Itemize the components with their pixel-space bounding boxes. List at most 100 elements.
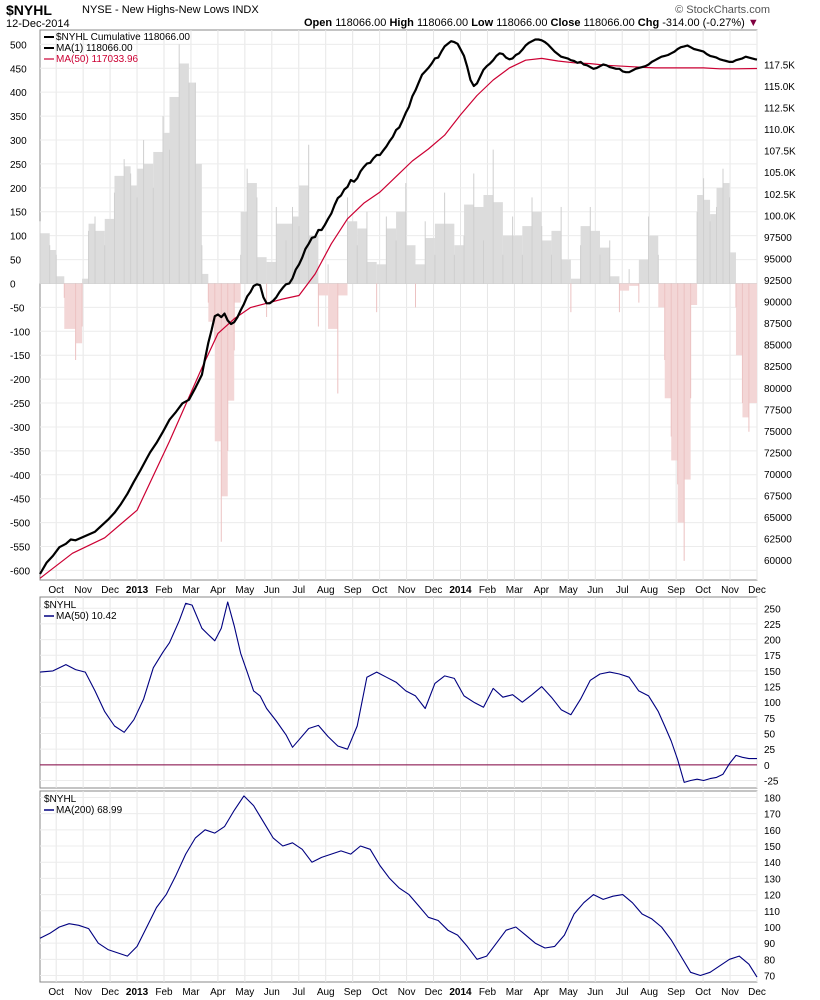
close-label: Close — [550, 17, 581, 29]
ma50-tick-label: 200 — [764, 636, 781, 647]
left-tick-label: -250 — [10, 399, 30, 410]
histogram-bar — [697, 195, 704, 284]
histogram-bar — [512, 235, 523, 284]
histogram-bar — [143, 163, 154, 284]
left-tick-label: 200 — [10, 184, 27, 195]
right-tick-label: 100.0K — [764, 211, 796, 222]
high-value: 118066.00 — [416, 17, 469, 29]
ma200-tick-label: 110 — [764, 907, 780, 918]
histogram-bar — [153, 151, 164, 284]
right-tick-label: 102.5K — [764, 190, 796, 201]
x-tick-label-bottom: May — [235, 987, 254, 998]
x-tick-label-main: Nov — [74, 585, 92, 596]
chg-value: -314.00 (-0.27%) — [662, 17, 745, 29]
ma50-tick-label: 100 — [764, 698, 781, 709]
right-tick-label: 95000 — [764, 254, 792, 265]
left-tick-label: 500 — [10, 40, 27, 51]
histogram-bar — [454, 245, 465, 284]
histogram-bar — [735, 283, 743, 356]
left-tick-label: -350 — [10, 447, 30, 458]
histogram-bar — [376, 264, 387, 284]
ma50-tick-label: 25 — [764, 745, 776, 756]
x-tick-label-main: Jul — [616, 585, 629, 596]
ma200-tick-label: 70 — [764, 972, 776, 983]
x-tick-label-main: Sep — [667, 585, 685, 596]
right-tick-label: 110.0K — [764, 125, 795, 136]
right-tick-label: 75000 — [764, 427, 792, 438]
histogram-bar — [684, 283, 691, 480]
ma200-tick-label: 100 — [764, 923, 781, 934]
histogram-bar — [95, 230, 105, 284]
histogram-bar — [716, 187, 724, 284]
histogram-bar — [580, 226, 591, 284]
high-label: High — [389, 17, 414, 29]
x-tick-label-main: Dec — [748, 585, 766, 596]
histogram-bar — [328, 283, 338, 329]
legend-entry: MA(50) 10.42 — [56, 611, 117, 622]
histogram-bar — [703, 199, 711, 284]
right-tick-label: 107.5K — [764, 147, 796, 158]
histogram-bar — [247, 183, 257, 284]
histogram-bar — [532, 211, 542, 284]
histogram-bar — [405, 245, 416, 284]
right-tick-label: 87500 — [764, 319, 792, 330]
ma200-tick-label: 170 — [764, 810, 781, 821]
x-tick-label-main: Sep — [344, 585, 362, 596]
histogram-bar — [137, 168, 144, 284]
histogram-bar — [298, 185, 309, 284]
ma200-tick-label: 180 — [764, 793, 781, 804]
chart-date: 12-Dec-2014 — [6, 18, 70, 30]
right-tick-label: 67500 — [764, 492, 792, 503]
x-tick-label-bottom: Feb — [479, 987, 497, 998]
x-tick-label-main: Oct — [695, 585, 711, 596]
x-tick-label-main: Jul — [292, 585, 305, 596]
histogram-bar — [357, 228, 367, 284]
x-tick-label-bottom: Sep — [667, 987, 685, 998]
x-tick-label-bottom: Jun — [264, 987, 280, 998]
ma200-tick-label: 120 — [764, 891, 781, 902]
x-tick-label-bottom: Sep — [344, 987, 362, 998]
ma200-tick-label: 90 — [764, 939, 776, 950]
histogram-bar — [75, 283, 83, 344]
left-tick-label: -400 — [10, 471, 30, 482]
left-tick-label: 350 — [10, 112, 27, 123]
x-tick-label-bottom: Jul — [616, 987, 629, 998]
histogram-bar — [169, 96, 180, 284]
x-tick-label-main: Mar — [506, 585, 524, 596]
histogram-bar — [221, 283, 228, 497]
x-tick-label-bottom: 2013 — [126, 987, 149, 998]
histogram-bar — [742, 283, 749, 418]
histogram-bar — [551, 230, 562, 284]
histogram-bar — [82, 278, 89, 284]
x-tick-label-bottom: Aug — [317, 987, 335, 998]
left-tick-label: -150 — [10, 351, 30, 362]
histogram-bar — [473, 206, 484, 284]
ma50-cumulative-line — [39, 57, 758, 579]
histogram-bar — [104, 218, 115, 284]
ma200-tick-label: 80 — [764, 955, 776, 966]
left-tick-label: -600 — [10, 566, 30, 577]
x-tick-label-bottom: Mar — [506, 987, 524, 998]
histogram-bar — [163, 132, 170, 284]
histogram-bar — [234, 283, 241, 303]
right-tick-label: 85000 — [764, 341, 792, 352]
left-tick-label: -100 — [10, 327, 30, 338]
left-tick-label: -50 — [10, 303, 25, 314]
left-tick-label: -300 — [10, 423, 30, 434]
histogram-bar — [748, 283, 757, 404]
stockcharts-watermark: © StockCharts.com — [675, 4, 770, 16]
histogram-bar — [366, 261, 377, 284]
right-tick-label: 112.5K — [764, 104, 795, 115]
x-tick-label-bottom: Nov — [398, 987, 416, 998]
histogram-bar — [40, 233, 50, 284]
legend-entry: $NYHL — [44, 794, 77, 805]
ma200-tick-label: 150 — [764, 842, 781, 853]
histogram-bar — [677, 283, 685, 523]
histogram-bar — [658, 283, 665, 308]
ma50-tick-label: 0 — [764, 761, 770, 772]
right-tick-label: 80000 — [764, 384, 792, 395]
histogram-bar — [276, 223, 287, 284]
histogram-bar — [664, 283, 672, 399]
x-tick-label-bottom: Feb — [155, 987, 173, 998]
right-tick-label: 72500 — [764, 448, 792, 459]
